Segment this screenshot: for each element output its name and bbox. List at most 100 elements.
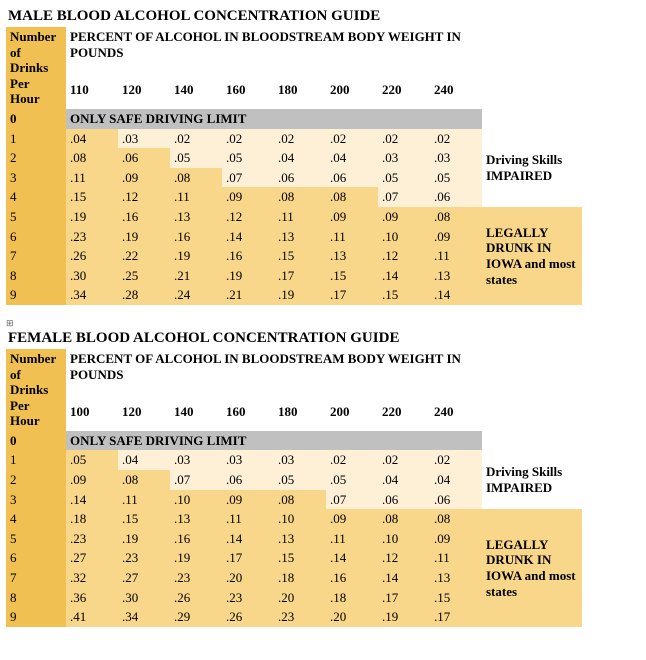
drinks-9: 9 <box>6 607 66 627</box>
cell-4-1: .15 <box>118 509 170 529</box>
weight-col-3: 160 <box>222 402 274 431</box>
cell-1-5: .02 <box>326 450 378 470</box>
weight-col-5: 200 <box>326 80 378 109</box>
drinks-header: Number of Drinks Per Hour <box>6 349 66 431</box>
male-title: MALE BLOOD ALCOHOL CONCENTRATION GUIDE <box>6 6 640 27</box>
cell-8-1: .25 <box>118 266 170 286</box>
safe-drinks: 0 <box>6 109 66 129</box>
cell-8-3: .23 <box>222 588 274 608</box>
drinks-6: 6 <box>6 227 66 247</box>
cell-2-1: .06 <box>118 148 170 168</box>
cell-5-2: .16 <box>170 529 222 549</box>
cell-8-0: .30 <box>66 266 118 286</box>
cell-3-3: .09 <box>222 490 274 510</box>
weight-col-2: 140 <box>170 402 222 431</box>
cell-5-4: .11 <box>274 207 326 227</box>
cell-6-3: .14 <box>222 227 274 247</box>
cell-5-5: .11 <box>326 529 378 549</box>
percent-header: PERCENT OF ALCOHOL IN BLOODSTREAM BODY W… <box>66 27 482 80</box>
cell-1-2: .03 <box>170 450 222 470</box>
weight-col-7: 240 <box>430 402 482 431</box>
cell-8-7: .15 <box>430 588 482 608</box>
cell-6-2: .19 <box>170 548 222 568</box>
cell-7-4: .15 <box>274 246 326 266</box>
cell-3-6: .06 <box>378 490 430 510</box>
cell-7-2: .23 <box>170 568 222 588</box>
cell-9-2: .24 <box>170 285 222 305</box>
cell-3-1: .09 <box>118 168 170 188</box>
cell-3-5: .07 <box>326 490 378 510</box>
cell-1-2: .02 <box>170 129 222 149</box>
cell-1-6: .02 <box>378 129 430 149</box>
cell-9-6: .19 <box>378 607 430 627</box>
cell-4-3: .11 <box>222 509 274 529</box>
cell-5-0: .23 <box>66 529 118 549</box>
cell-4-5: .09 <box>326 509 378 529</box>
cell-9-4: .23 <box>274 607 326 627</box>
cell-1-7: .02 <box>430 129 482 149</box>
male-table: Number of Drinks Per HourPERCENT OF ALCO… <box>6 27 582 305</box>
cell-6-4: .15 <box>274 548 326 568</box>
female-table: Number of Drinks Per HourPERCENT OF ALCO… <box>6 349 582 627</box>
cell-3-0: .11 <box>66 168 118 188</box>
safe-text: ONLY SAFE DRIVING LIMIT <box>66 109 482 129</box>
cell-8-5: .18 <box>326 588 378 608</box>
cell-4-3: .09 <box>222 187 274 207</box>
cell-1-1: .03 <box>118 129 170 149</box>
cell-2-0: .08 <box>66 148 118 168</box>
cell-5-2: .13 <box>170 207 222 227</box>
cell-7-1: .27 <box>118 568 170 588</box>
cell-2-4: .04 <box>274 148 326 168</box>
cell-5-6: .10 <box>378 529 430 549</box>
cell-7-0: .26 <box>66 246 118 266</box>
weight-col-4: 180 <box>274 80 326 109</box>
cell-4-6: .07 <box>378 187 430 207</box>
cell-5-4: .13 <box>274 529 326 549</box>
cell-6-1: .23 <box>118 548 170 568</box>
cell-8-6: .17 <box>378 588 430 608</box>
cell-5-6: .09 <box>378 207 430 227</box>
cell-7-4: .18 <box>274 568 326 588</box>
weight-col-7: 240 <box>430 80 482 109</box>
cell-8-2: .21 <box>170 266 222 286</box>
cell-3-1: .11 <box>118 490 170 510</box>
cell-8-7: .13 <box>430 266 482 286</box>
cell-7-7: .13 <box>430 568 482 588</box>
note-legally-drunk: LEGALLY DRUNK IN IOWA and most states <box>482 509 582 627</box>
cell-7-6: .14 <box>378 568 430 588</box>
drinks-2: 2 <box>6 148 66 168</box>
drinks-2: 2 <box>6 470 66 490</box>
cell-3-3: .07 <box>222 168 274 188</box>
cell-9-1: .28 <box>118 285 170 305</box>
cell-2-2: .07 <box>170 470 222 490</box>
cell-6-6: .12 <box>378 548 430 568</box>
cell-5-0: .19 <box>66 207 118 227</box>
cell-2-5: .05 <box>326 470 378 490</box>
cell-4-0: .18 <box>66 509 118 529</box>
cell-7-3: .20 <box>222 568 274 588</box>
cell-4-0: .15 <box>66 187 118 207</box>
cell-2-1: .08 <box>118 470 170 490</box>
cell-8-0: .36 <box>66 588 118 608</box>
cell-9-6: .15 <box>378 285 430 305</box>
cell-4-7: .08 <box>430 509 482 529</box>
cell-3-2: .10 <box>170 490 222 510</box>
note-legally-drunk: LEGALLY DRUNK IN IOWA and most states <box>482 207 582 305</box>
cell-5-1: .19 <box>118 529 170 549</box>
cell-5-5: .09 <box>326 207 378 227</box>
cell-9-7: .14 <box>430 285 482 305</box>
cell-1-0: .05 <box>66 450 118 470</box>
drinks-4: 4 <box>6 187 66 207</box>
cell-6-5: .14 <box>326 548 378 568</box>
cell-1-5: .02 <box>326 129 378 149</box>
weight-col-0: 100 <box>66 402 118 431</box>
cell-4-7: .06 <box>430 187 482 207</box>
cell-6-5: .11 <box>326 227 378 247</box>
cell-3-7: .06 <box>430 490 482 510</box>
cell-7-0: .32 <box>66 568 118 588</box>
cell-3-6: .05 <box>378 168 430 188</box>
cell-8-6: .14 <box>378 266 430 286</box>
cell-6-7: .11 <box>430 548 482 568</box>
cell-8-2: .26 <box>170 588 222 608</box>
cell-5-1: .16 <box>118 207 170 227</box>
